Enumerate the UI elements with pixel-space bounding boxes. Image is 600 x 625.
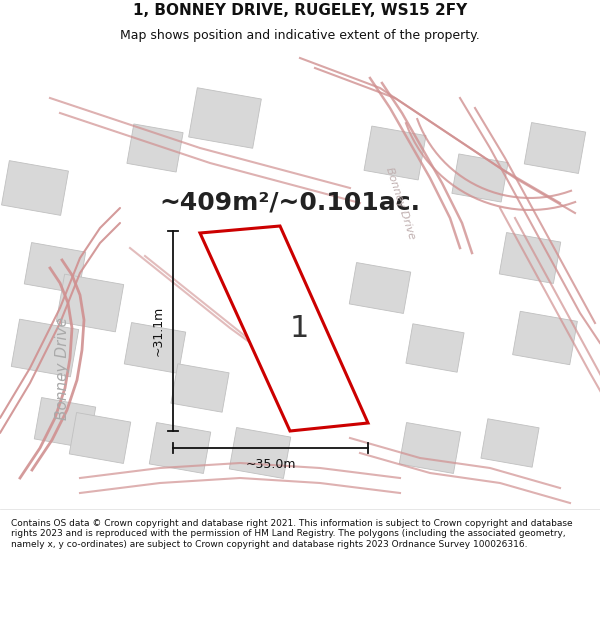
Polygon shape <box>524 122 586 174</box>
Text: ~35.0m: ~35.0m <box>245 458 296 471</box>
Polygon shape <box>124 322 186 374</box>
Polygon shape <box>452 154 508 202</box>
Text: 1: 1 <box>290 314 309 342</box>
Polygon shape <box>34 398 96 449</box>
Polygon shape <box>499 232 561 284</box>
Text: ~31.1m: ~31.1m <box>152 306 165 356</box>
Polygon shape <box>127 124 183 172</box>
Polygon shape <box>229 428 291 479</box>
Text: Bonney Drive: Bonney Drive <box>383 166 416 241</box>
Polygon shape <box>364 126 426 180</box>
Polygon shape <box>149 422 211 474</box>
Polygon shape <box>171 364 229 413</box>
Polygon shape <box>406 324 464 372</box>
Polygon shape <box>2 161 68 216</box>
Text: Contains OS data © Crown copyright and database right 2021. This information is : Contains OS data © Crown copyright and d… <box>11 519 572 549</box>
Polygon shape <box>512 311 577 365</box>
Polygon shape <box>188 88 262 148</box>
Polygon shape <box>11 319 79 377</box>
Polygon shape <box>481 419 539 468</box>
Polygon shape <box>399 422 461 474</box>
Text: Map shows position and indicative extent of the property.: Map shows position and indicative extent… <box>120 29 480 42</box>
Text: ~409m²/~0.101ac.: ~409m²/~0.101ac. <box>160 191 421 215</box>
Polygon shape <box>200 226 368 431</box>
Polygon shape <box>24 242 86 294</box>
Polygon shape <box>349 262 411 314</box>
Text: Bonney Drive: Bonney Drive <box>55 316 70 419</box>
Polygon shape <box>69 412 131 464</box>
Polygon shape <box>56 274 124 332</box>
Text: 1, BONNEY DRIVE, RUGELEY, WS15 2FY: 1, BONNEY DRIVE, RUGELEY, WS15 2FY <box>133 3 467 18</box>
